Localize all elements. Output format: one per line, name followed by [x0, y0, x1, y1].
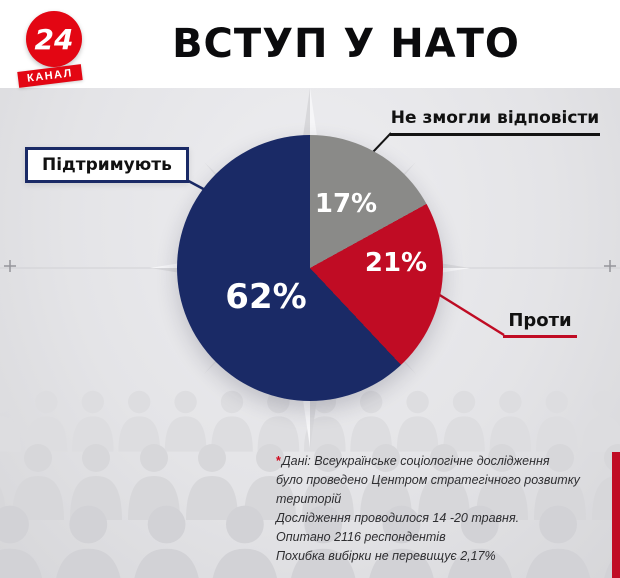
footnote-text: Дані: Всеукраїнське соціологічне дослідж… — [281, 454, 550, 468]
source-footnote: *Дані: Всеукраїнське соціологічне дослід… — [276, 452, 580, 566]
callout-line-against — [429, 287, 505, 337]
legend-label-support: Підтримують — [25, 147, 189, 183]
footnote-line: Похибка вибірки не перевищує 2,17% — [276, 549, 496, 563]
page-title: ВСТУП У НАТО — [172, 21, 520, 67]
pie-value-support: 62% — [225, 277, 307, 317]
pie-value-against: 21% — [364, 248, 428, 278]
footnote-asterisk: * — [276, 454, 281, 468]
footnote-line: було проведено Центром стратегічного роз… — [276, 473, 580, 487]
footnote-line: територій — [276, 492, 342, 506]
pie-value-undecided: 17% — [314, 189, 378, 219]
header: ВСТУП У НАТО — [0, 0, 620, 88]
register-mark-icon — [4, 260, 616, 272]
legend-label-undecided: Не змогли відповісти — [390, 108, 600, 136]
pie-chart: 62% 21% 17% — [177, 135, 443, 401]
channel-24-logo: 24 КАНАЛ — [17, 11, 110, 88]
footnote-line: Опитано 2116 респондентів — [276, 530, 446, 544]
legend-label-against: Проти — [503, 310, 577, 338]
footnote-line: *Дані: Всеукраїнське соціологічне дослід… — [276, 452, 580, 471]
logo-number: 24 — [34, 22, 74, 56]
logo-circle-icon: 24 — [26, 11, 82, 67]
accent-bar — [612, 452, 620, 578]
footnote-line: Дослідження проводилося 14 -20 травня. — [276, 511, 520, 525]
logo-channel-ribbon: КАНАЛ — [17, 64, 83, 88]
